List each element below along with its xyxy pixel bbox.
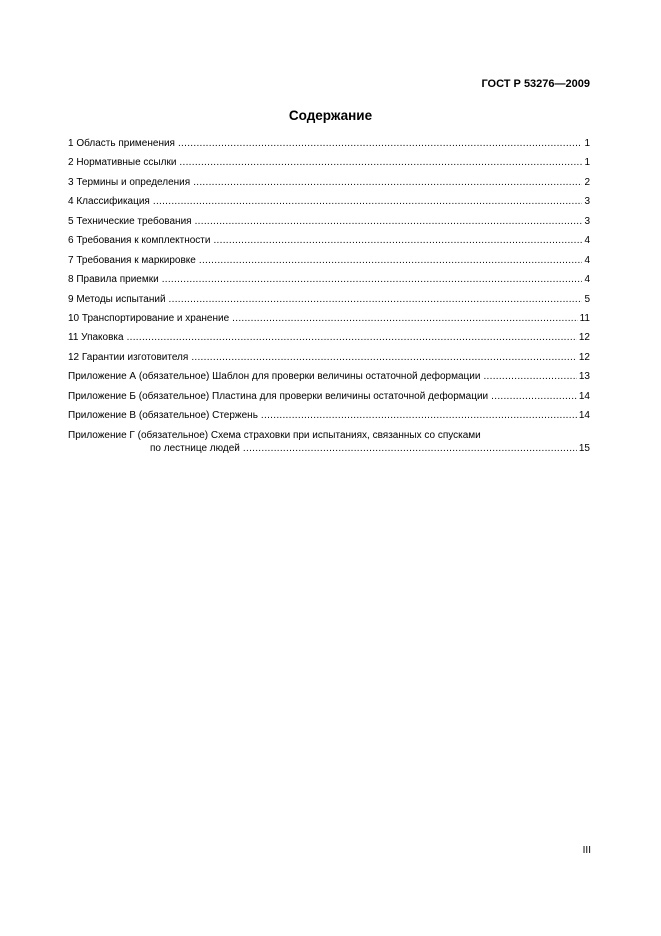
toc-entry[interactable]: 8 Правила приемки 4 xyxy=(68,274,590,293)
toc-entry[interactable]: 3 Термины и определения 2 xyxy=(68,177,590,196)
toc-entry[interactable]: 5 Технические требования 3 xyxy=(68,216,590,235)
dot-leader xyxy=(191,352,577,363)
dot-leader xyxy=(153,196,583,207)
toc-entry[interactable]: 2 Нормативные ссылки 1 xyxy=(68,157,590,176)
toc-entry-page: 4 xyxy=(584,274,590,286)
toc-entry-label: 2 Нормативные ссылки xyxy=(68,157,177,169)
toc-entry-page: 14 xyxy=(578,390,590,402)
dot-leader xyxy=(195,216,583,227)
dot-leader xyxy=(179,157,582,168)
toc-entry[interactable]: Приложение Б (обязательное) Пластина для… xyxy=(68,391,590,410)
toc-entry[interactable]: 6 Требования к комплектности 4 xyxy=(68,235,590,254)
toc-entry-page: 1 xyxy=(584,138,590,149)
toc-entry-label: 6 Требования к комплектности xyxy=(68,235,211,247)
toc-entry-page: 12 xyxy=(578,351,590,363)
toc-entry[interactable]: 10 Транспортирование и хранение 11 xyxy=(68,313,590,332)
toc-entry-appendix-g[interactable]: Приложение Г (обязательное) Схема страхо… xyxy=(68,430,590,462)
toc-entry-label: 7 Требования к маркировке xyxy=(68,254,196,266)
toc-entry-label: Приложение Г (обязательное) Схема страхо… xyxy=(68,429,481,441)
toc-entry-label: 10 Транспортирование и хранение xyxy=(68,312,230,324)
dot-leader xyxy=(213,235,582,246)
toc-entry-label: Приложение А (обязательное) Шаблон для п… xyxy=(68,371,481,383)
toc-entry[interactable]: 1 Область применения 1 xyxy=(68,138,590,157)
toc-entry-page: 5 xyxy=(584,293,590,305)
dot-leader xyxy=(491,391,577,402)
toc-entry-label: 4 Классификация xyxy=(68,196,150,208)
dot-leader xyxy=(261,410,577,421)
toc-entry-page: 14 xyxy=(578,410,590,422)
dot-leader xyxy=(193,177,582,188)
dot-leader xyxy=(162,274,583,285)
dot-leader xyxy=(243,443,577,454)
toc-entry[interactable]: Приложение А (обязательное) Шаблон для п… xyxy=(68,371,590,390)
toc-entry-page: 1 xyxy=(584,157,590,169)
toc-entry[interactable]: 12 Гарантии изготовителя 12 xyxy=(68,352,590,371)
toc-entry-label-cont: по лестнице людей xyxy=(150,442,240,454)
table-of-contents: 1 Область применения12 Нормативные ссылк… xyxy=(68,138,590,462)
toc-entry-page: 4 xyxy=(584,254,590,266)
page-number: III xyxy=(582,845,591,856)
document-number: ГОСТ Р 53276—2009 xyxy=(481,78,590,90)
dot-leader xyxy=(178,138,582,149)
toc-entry-page: 11 xyxy=(579,312,590,324)
dot-leader xyxy=(232,313,577,324)
dot-leader xyxy=(199,255,583,266)
toc-entry[interactable]: 4 Классификация 3 xyxy=(68,196,590,215)
page-title: Содержание xyxy=(288,108,373,123)
toc-entry[interactable]: Приложение В (обязательное) Стержень 14 xyxy=(68,410,590,429)
toc-entry-label: Приложение Б (обязательное) Пластина для… xyxy=(68,390,489,402)
toc-entry-page: 3 xyxy=(584,196,590,208)
toc-entry-page: 15 xyxy=(578,442,590,454)
toc-entry-page: 13 xyxy=(578,371,590,383)
toc-entry-page: 3 xyxy=(584,215,590,227)
toc-entry-label: 5 Технические требования xyxy=(68,215,192,227)
toc-entry-label: Приложение В (обязательное) Стержень xyxy=(68,410,258,422)
toc-entry-label: 3 Термины и определения xyxy=(68,176,191,188)
toc-entry-label: 8 Правила приемки xyxy=(68,274,159,286)
toc-entry-label: 1 Область применения xyxy=(68,138,175,149)
toc-entry[interactable]: 9 Методы испытаний 5 xyxy=(68,294,590,313)
toc-entry-label: 11 Упаковка xyxy=(68,332,124,344)
toc-entry[interactable]: 11 Упаковка 12 xyxy=(68,332,590,351)
toc-entry-page: 4 xyxy=(584,235,590,247)
toc-entry-page: 2 xyxy=(584,176,590,188)
toc-entry-label: 12 Гарантии изготовителя xyxy=(68,351,189,363)
dot-leader xyxy=(127,332,577,343)
dot-leader xyxy=(483,371,576,382)
toc-entry-label: 9 Методы испытаний xyxy=(68,293,166,305)
toc-entry-page: 12 xyxy=(578,332,590,344)
dot-leader xyxy=(169,294,583,305)
toc-entry[interactable]: 7 Требования к маркировке 4 xyxy=(68,255,590,274)
